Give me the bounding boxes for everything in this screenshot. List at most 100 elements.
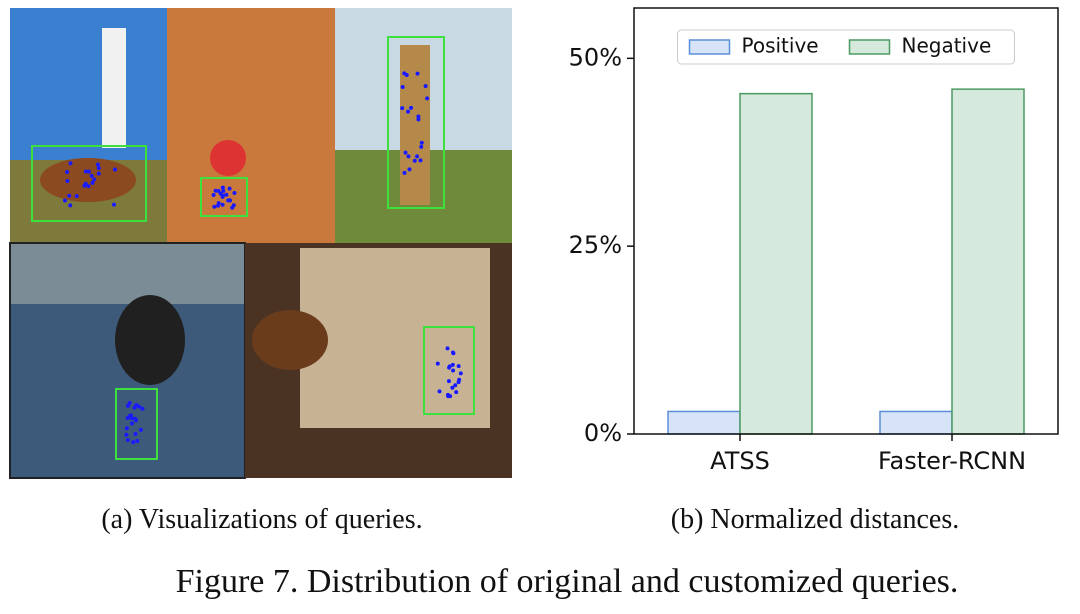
query-dot xyxy=(65,169,70,174)
bar xyxy=(739,92,813,435)
query-dot xyxy=(416,114,421,119)
query-dot xyxy=(74,194,79,199)
query-dot xyxy=(112,202,117,207)
query-dot xyxy=(132,405,137,410)
query-dot xyxy=(458,371,463,376)
y-tick-label: 25% xyxy=(569,231,622,259)
query-dot xyxy=(125,403,130,408)
query-dot xyxy=(212,204,217,209)
photo-giraffe-body xyxy=(400,45,430,205)
legend-label: Positive xyxy=(742,34,819,58)
query-dot xyxy=(415,71,420,76)
photo-dancer xyxy=(167,8,335,243)
query-dot xyxy=(409,105,414,110)
query-dot xyxy=(124,426,129,431)
query-dot xyxy=(216,201,221,206)
query-dot xyxy=(224,192,229,197)
query-dot xyxy=(423,84,428,89)
query-dot xyxy=(96,166,101,171)
photo-fence xyxy=(11,244,244,304)
query-dot xyxy=(68,203,73,208)
query-dot xyxy=(400,85,405,90)
query-dot xyxy=(124,432,129,437)
query-dot xyxy=(456,364,461,369)
query-dot xyxy=(231,203,236,208)
query-dot xyxy=(400,106,405,111)
query-dot xyxy=(425,96,430,101)
query-dot xyxy=(435,361,440,366)
legend-swatch xyxy=(848,39,891,55)
query-dot xyxy=(62,198,67,203)
query-dot xyxy=(135,439,140,444)
query-dot xyxy=(83,169,88,174)
query-dot xyxy=(211,192,216,197)
query-dot xyxy=(227,198,232,203)
query-dot xyxy=(453,383,458,388)
query-dot xyxy=(86,169,91,174)
figure-caption: Figure 7. Distribution of original and c… xyxy=(176,563,959,600)
box xyxy=(115,388,158,460)
query-dot xyxy=(419,140,424,145)
query-dot xyxy=(90,180,95,185)
legend: Positive Negative xyxy=(677,29,1015,65)
query-dot xyxy=(86,184,91,189)
query-dot xyxy=(232,191,237,196)
query-dot xyxy=(402,71,407,76)
query-dot xyxy=(415,154,420,159)
query-dot xyxy=(403,150,408,155)
query-dot xyxy=(447,365,452,370)
photo-grid xyxy=(9,8,512,479)
query-dot xyxy=(140,406,145,411)
query-dot xyxy=(406,154,411,159)
photo-person xyxy=(210,140,246,176)
query-dot xyxy=(406,109,411,114)
query-dot xyxy=(213,188,218,193)
query-dot xyxy=(456,380,461,385)
photo-dog xyxy=(252,310,328,370)
query-dot xyxy=(227,186,232,191)
query-dot xyxy=(437,389,442,394)
query-dot xyxy=(407,167,412,172)
query-dot xyxy=(92,177,97,182)
query-dot xyxy=(68,161,73,166)
query-dot xyxy=(450,362,455,367)
box xyxy=(200,177,248,217)
box xyxy=(387,36,445,209)
bar-chart: 0% 25% 50% ATSS Faster-RCNN Positive Negative xyxy=(569,7,1059,475)
query-dot xyxy=(451,368,456,373)
legend-frame xyxy=(677,29,1015,65)
query-dot xyxy=(416,117,421,122)
y-tick-label: 0% xyxy=(584,419,622,447)
query-dot xyxy=(65,178,70,183)
query-dot xyxy=(131,440,136,445)
query-dot xyxy=(412,158,417,163)
query-dot xyxy=(133,416,138,421)
bar xyxy=(951,88,1025,435)
query-dot xyxy=(96,171,101,176)
query-dot xyxy=(128,413,133,418)
query-dot xyxy=(67,193,72,198)
query-dot xyxy=(446,394,451,399)
photo-window xyxy=(300,248,490,428)
subcaption-b: (b) Normalized distances. xyxy=(671,504,959,535)
query-dot xyxy=(220,193,225,198)
box xyxy=(31,145,147,222)
photo-horse xyxy=(40,158,136,202)
query-dot xyxy=(82,183,87,188)
query-dot xyxy=(138,427,143,432)
query-dot xyxy=(220,185,225,190)
x-tick-label: ATSS xyxy=(710,447,770,475)
query-dot xyxy=(419,144,424,149)
query-dot xyxy=(95,162,100,167)
query-dot xyxy=(454,390,459,395)
photo-player xyxy=(115,295,185,385)
query-dot xyxy=(220,202,225,207)
x-tick-label: Faster-RCNN xyxy=(878,447,1026,475)
query-dot xyxy=(89,173,94,178)
bar xyxy=(667,410,741,435)
bar xyxy=(879,410,953,435)
legend-label: Negative xyxy=(902,34,992,58)
query-dot xyxy=(129,421,134,426)
